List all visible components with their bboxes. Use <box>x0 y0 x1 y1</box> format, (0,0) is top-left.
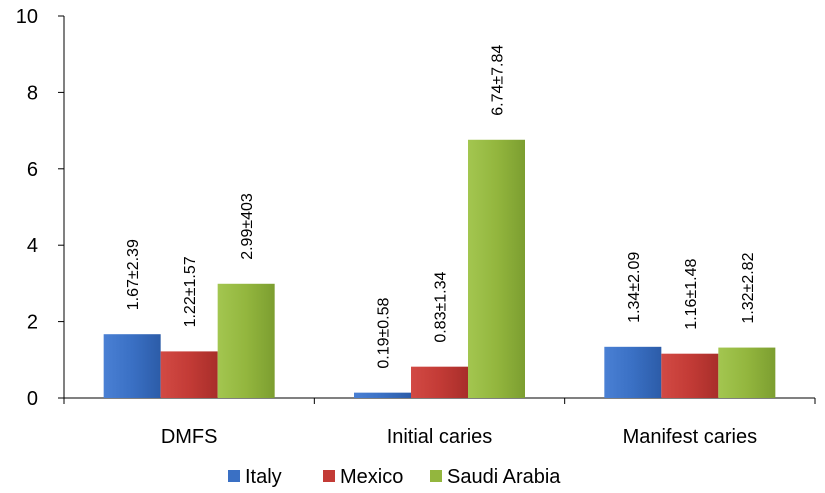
bar-saudi-arabia <box>217 283 275 398</box>
bar-italy <box>354 392 411 398</box>
bar-mexico <box>411 366 468 398</box>
y-tick-label: 2 <box>27 312 38 334</box>
bar-italy <box>103 334 161 398</box>
y-tick-label: 4 <box>27 235 38 257</box>
data-label: 2.99±403 <box>239 193 256 260</box>
data-labels: 1.67±2.39 0.19±0.58 1.34±2.09 1.22±1.57 0.83… <box>125 45 757 369</box>
x-category-label: DMFS <box>161 426 218 448</box>
data-label: 6.74±7.84 <box>490 45 507 116</box>
legend-swatch <box>323 470 335 482</box>
data-label: 1.67±2.39 <box>125 239 142 310</box>
legend-label: Mexico <box>340 466 403 488</box>
y-tick-label: 0 <box>27 388 38 410</box>
bars <box>103 139 776 398</box>
bar-italy <box>604 346 662 398</box>
x-category-label: Manifest caries <box>623 426 758 448</box>
x-category-label: Initial caries <box>387 426 493 448</box>
legend-swatch <box>228 470 240 482</box>
data-label: 1.22±1.57 <box>182 256 199 327</box>
legend-label: Italy <box>245 466 282 488</box>
data-label: 1.32±2.82 <box>740 252 757 323</box>
bar-saudi-arabia <box>468 139 525 398</box>
bar-mexico <box>661 353 719 398</box>
y-tick-label: 8 <box>27 82 38 104</box>
legend: Italy Mexico Saudi Arabia <box>228 466 561 488</box>
bar-mexico <box>160 351 218 398</box>
legend-label: Saudi Arabia <box>447 466 561 488</box>
data-label: 1.34±2.09 <box>626 252 643 323</box>
y-tick-label: 6 <box>27 159 38 181</box>
y-tick-label: 10 <box>16 6 38 28</box>
bar-saudi-arabia <box>718 347 776 398</box>
data-label: 0.19±0.58 <box>376 297 393 368</box>
legend-swatch <box>430 470 442 482</box>
data-label: 1.16±1.48 <box>683 259 700 330</box>
data-label: 0.83±1.34 <box>433 272 450 343</box>
